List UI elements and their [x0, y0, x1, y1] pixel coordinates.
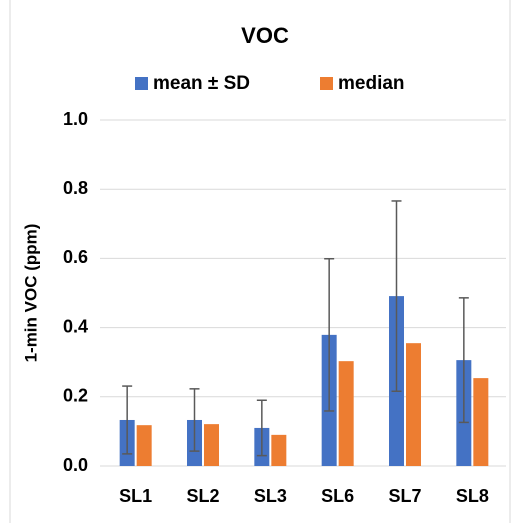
- x-tick-label: SL7: [388, 486, 421, 506]
- y-axis-label: 1-min VOC (ppm): [21, 224, 40, 363]
- bar: [473, 378, 489, 466]
- legend-label: mean ± SD: [153, 73, 250, 94]
- chart-title: VOC: [241, 23, 289, 48]
- y-tick-label: 1.0: [63, 109, 88, 129]
- bar: [271, 434, 287, 466]
- bar: [204, 424, 219, 466]
- x-tick-label: SL1: [119, 486, 152, 506]
- y-tick-label: 0.8: [63, 178, 88, 198]
- y-tick-label: 0.4: [63, 316, 88, 336]
- chart-frame: [9, 0, 511, 523]
- bar: [406, 343, 421, 466]
- y-tick-label: 0.2: [63, 386, 88, 406]
- x-tick-label: SL8: [456, 486, 489, 506]
- y-tick-label: 0.6: [63, 247, 88, 267]
- bar: [136, 425, 152, 466]
- bar: [338, 361, 354, 466]
- x-tick-label: SL3: [254, 486, 287, 506]
- y-tick-label: 0.0: [63, 455, 88, 475]
- legend-swatch: [135, 77, 148, 90]
- legend-label: median: [338, 73, 405, 94]
- legend-swatch: [320, 77, 333, 90]
- x-tick-label: SL2: [186, 486, 219, 506]
- x-tick-label: SL6: [321, 486, 354, 506]
